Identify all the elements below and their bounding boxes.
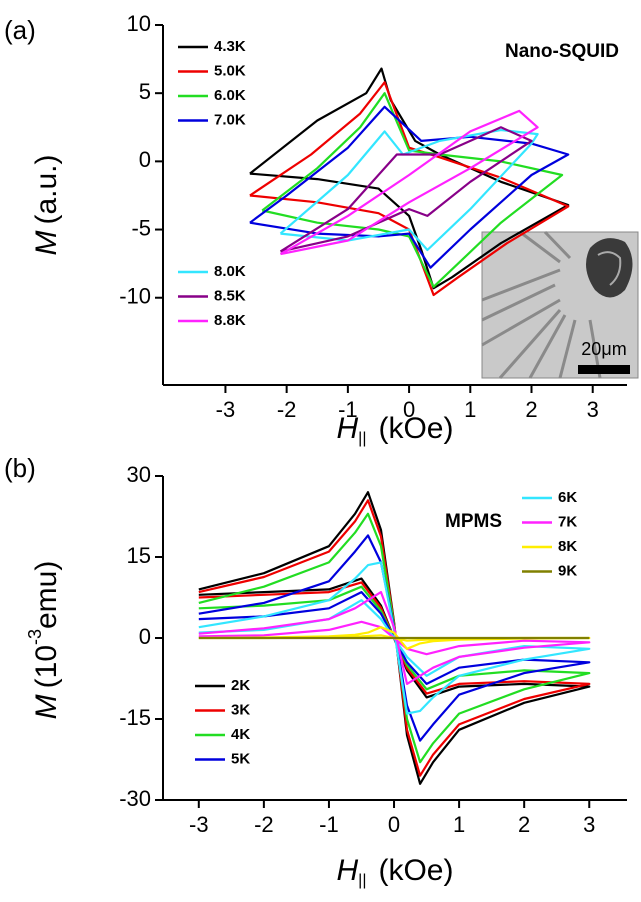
x-tick-label: 2: [525, 397, 537, 422]
y-tick-label: -15: [119, 705, 151, 730]
data-line: [279, 128, 539, 252]
data-line: [198, 561, 591, 715]
inset-image: 20μm: [481, 230, 639, 379]
x-label-sub: ||: [358, 872, 366, 889]
annotation: Nano-SQUID: [505, 41, 619, 62]
y-tick-label: -10: [119, 284, 151, 309]
annotation: MPMS: [445, 511, 502, 532]
data-line: [198, 591, 591, 685]
data-line: [261, 92, 564, 288]
y-tick-label: -30: [119, 786, 151, 811]
data-line: [249, 105, 570, 269]
y-tick-label: 0: [139, 147, 151, 172]
x-label-unit: (kOe): [378, 854, 453, 887]
y-label-unit: (a.u.): [30, 154, 63, 224]
legend-label: 7.0K: [214, 111, 246, 128]
legend-label: 8.5K: [214, 287, 246, 304]
x-label-symbol: H: [337, 412, 359, 445]
x-tick-label: 1: [464, 397, 476, 422]
data-line: [198, 499, 591, 777]
panel-label: (a): [4, 15, 36, 45]
legend-label: 4K: [231, 726, 250, 743]
x-tick-label: -3: [216, 397, 236, 422]
y-label-unit-end: emu): [30, 561, 63, 629]
y-label-exponent: -3: [25, 629, 45, 645]
x-label-sub: ||: [358, 430, 366, 447]
data-line: [249, 67, 570, 290]
legend-label: 6K: [558, 489, 577, 506]
y-label-symbol: M: [30, 694, 63, 719]
x-tick-label: 1: [453, 812, 465, 837]
x-tick-label: 0: [403, 397, 415, 422]
y-label-symbol: M: [30, 231, 63, 256]
y-tick-label: -5: [131, 215, 151, 240]
panel-label: (b): [4, 453, 36, 483]
legend-label: 3K: [231, 701, 250, 718]
y-tick-label: 5: [139, 79, 151, 104]
y-axis-label: M (10-3emu): [25, 561, 63, 720]
y-tick-label: 15: [127, 543, 151, 568]
x-label-symbol: H: [337, 854, 359, 887]
x-tick-label: 2: [518, 812, 530, 837]
y-tick-label: 0: [139, 624, 151, 649]
legend-label: 7K: [558, 513, 577, 530]
data-line: [279, 109, 539, 256]
legend-label: 2K: [231, 677, 250, 694]
x-tick-label: -3: [189, 812, 209, 837]
x-tick-label: -2: [277, 397, 297, 422]
y-tick-label: 10: [127, 11, 151, 36]
x-label-unit: (kOe): [378, 412, 453, 445]
x-axis-label: H|| (kOe): [337, 412, 454, 447]
x-tick-label: 0: [388, 812, 400, 837]
legend-label: 8.8K: [214, 312, 246, 329]
legend-label: 5K: [231, 750, 250, 767]
x-tick-label: 3: [583, 812, 595, 837]
data-line: [279, 126, 533, 253]
x-axis-label: H|| (kOe): [337, 854, 454, 889]
legend-label: 8K: [558, 538, 577, 555]
x-tick-label: -1: [319, 812, 339, 837]
x-tick-label: -1: [338, 397, 358, 422]
y-label-unit: (10: [30, 645, 63, 688]
inset-scale-label: 20μm: [581, 339, 626, 359]
legend-label: 8.0K: [214, 263, 246, 280]
y-tick-label: 30: [127, 462, 151, 487]
legend-label: 6.0K: [214, 87, 246, 104]
data-line: [198, 512, 591, 764]
y-axis-label: M (a.u.): [30, 154, 63, 255]
data-line: [198, 534, 591, 742]
legend-label: 4.3K: [214, 38, 246, 55]
x-tick-label: -2: [254, 812, 274, 837]
legend-label: 5.0K: [214, 62, 246, 79]
x-tick-label: 3: [587, 397, 599, 422]
legend-label: 9K: [558, 562, 577, 579]
